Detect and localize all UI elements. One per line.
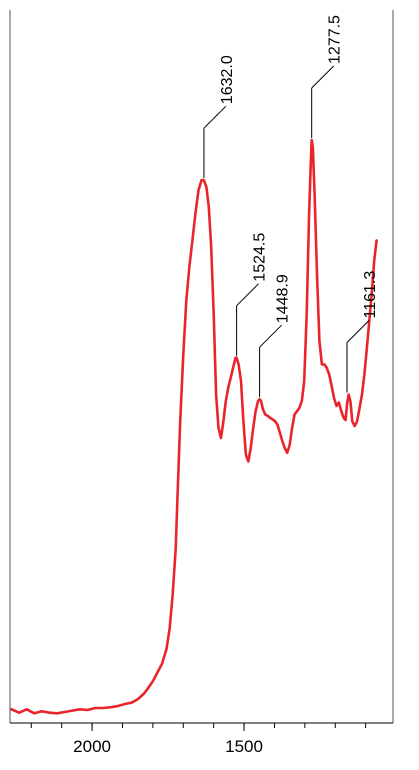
peak-annotation: 1632.0	[203, 55, 236, 179]
peak-annotations: 1632.0 1524.5 1448.9 1277.5 1161.3	[203, 15, 379, 398]
peak-label: 1277.5	[327, 15, 344, 64]
series-layer	[10, 138, 378, 715]
x-tick-label: 1500	[225, 737, 263, 756]
peak-annotation: 1524.5	[236, 233, 269, 356]
peak-leader-diagonal	[346, 320, 370, 343]
peak-leader-diagonal	[259, 324, 282, 348]
peak-label: 1632.0	[219, 55, 236, 104]
peak-leader-diagonal	[311, 65, 335, 89]
peak-leader-diagonal	[236, 283, 259, 307]
peak-label: 1524.5	[252, 233, 269, 282]
peak-annotation: 1161.3	[346, 271, 379, 393]
peak-annotation: 1277.5	[311, 15, 344, 138]
peak-label: 1161.3	[362, 271, 379, 319]
x-tick-label: 2000	[73, 737, 111, 756]
peak-leader-diagonal	[203, 105, 227, 129]
peak-annotation: 1448.9	[259, 274, 292, 398]
x-major-ticks: 2000 1500	[73, 723, 263, 756]
peak-label: 1448.9	[275, 274, 292, 323]
spectrum-line	[10, 138, 378, 715]
